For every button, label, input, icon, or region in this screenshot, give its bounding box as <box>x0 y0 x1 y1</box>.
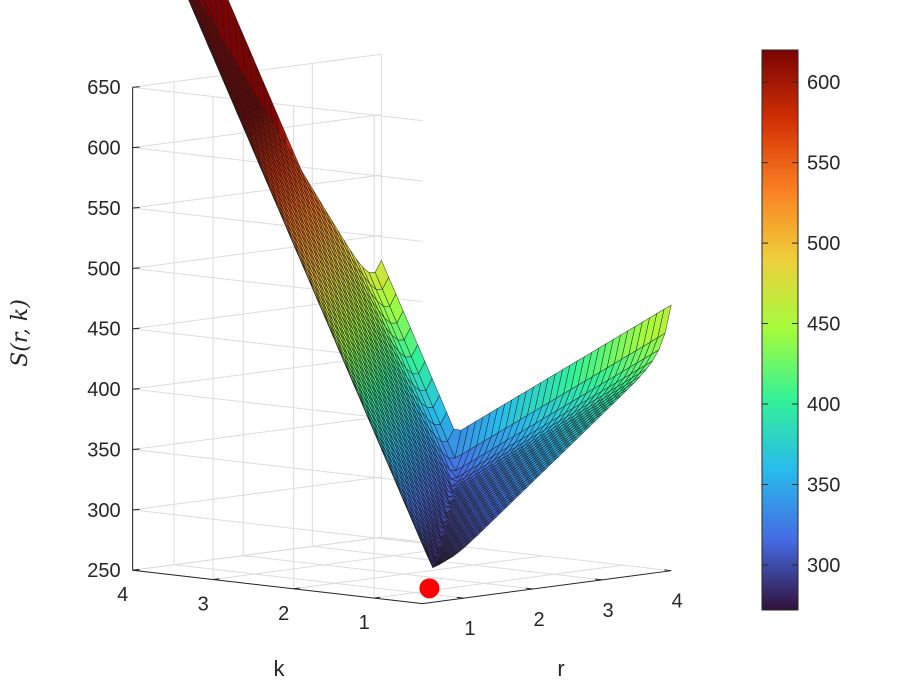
k-tick-label: 4 <box>117 584 128 606</box>
grid-line <box>374 564 623 599</box>
colorbar-tick-label: 300 <box>807 555 840 577</box>
grid-line <box>132 174 382 209</box>
surface <box>188 0 672 599</box>
grid-line <box>213 546 462 580</box>
z-tick-label: 400 <box>87 379 120 401</box>
grid-line <box>132 536 382 571</box>
grid-line <box>293 555 543 590</box>
r-tick-label: 4 <box>672 591 683 613</box>
axes <box>132 86 672 605</box>
k-axis-label: k <box>274 656 286 681</box>
k-tick-label: 1 <box>359 612 370 634</box>
surface-patch <box>190 0 199 15</box>
grid-line <box>132 207 423 242</box>
z-axis-label: S(r, k) <box>8 299 33 367</box>
colorbar-ticks: 300 350 400 450 500 550 600 <box>762 72 840 577</box>
colorbar-tick-label: 450 <box>807 314 840 336</box>
z-tick-label: 600 <box>87 138 120 160</box>
colorbar: 300 350 400 450 500 550 600 <box>761 49 840 611</box>
surface-patch <box>374 259 389 290</box>
z-tick-label: 250 <box>87 560 120 582</box>
grid-line <box>243 555 534 590</box>
tick-labels: 250 300 350 400 450 500 550 600 650 4 3 2 1 1 2 3 4 <box>87 77 682 640</box>
colorbar-tick-label: 350 <box>807 474 840 496</box>
colorbar-tick-label: 400 <box>807 394 840 416</box>
z-tick-label: 350 <box>87 439 120 461</box>
z-tick-label: 450 <box>87 319 120 341</box>
r-axis-label: r <box>557 656 564 681</box>
minimum-point-marker <box>419 578 440 599</box>
grid-line <box>132 476 382 511</box>
z-tick-label: 500 <box>87 258 120 280</box>
r-tick-label: 2 <box>533 609 544 631</box>
grid-line <box>174 564 464 599</box>
colorbar-gradient <box>761 49 799 611</box>
colorbar-tick-label: 550 <box>807 153 840 175</box>
colorbar-tick-label: 500 <box>807 233 840 255</box>
r-tick-label: 1 <box>464 618 475 640</box>
z-tick-label: 650 <box>87 77 120 99</box>
r-tick-label: 3 <box>603 600 614 622</box>
z-tick-label: 300 <box>87 500 120 522</box>
colorbar-tick-label: 600 <box>807 72 840 94</box>
k-tick-label: 3 <box>198 594 209 616</box>
k-tick-label: 2 <box>278 603 289 625</box>
z-tick-label: 550 <box>87 198 120 220</box>
k-axis-line <box>132 569 423 605</box>
grid-line <box>132 448 423 484</box>
grid-line <box>132 509 423 544</box>
grid-line <box>132 416 382 450</box>
surface-patch <box>195 0 203 12</box>
